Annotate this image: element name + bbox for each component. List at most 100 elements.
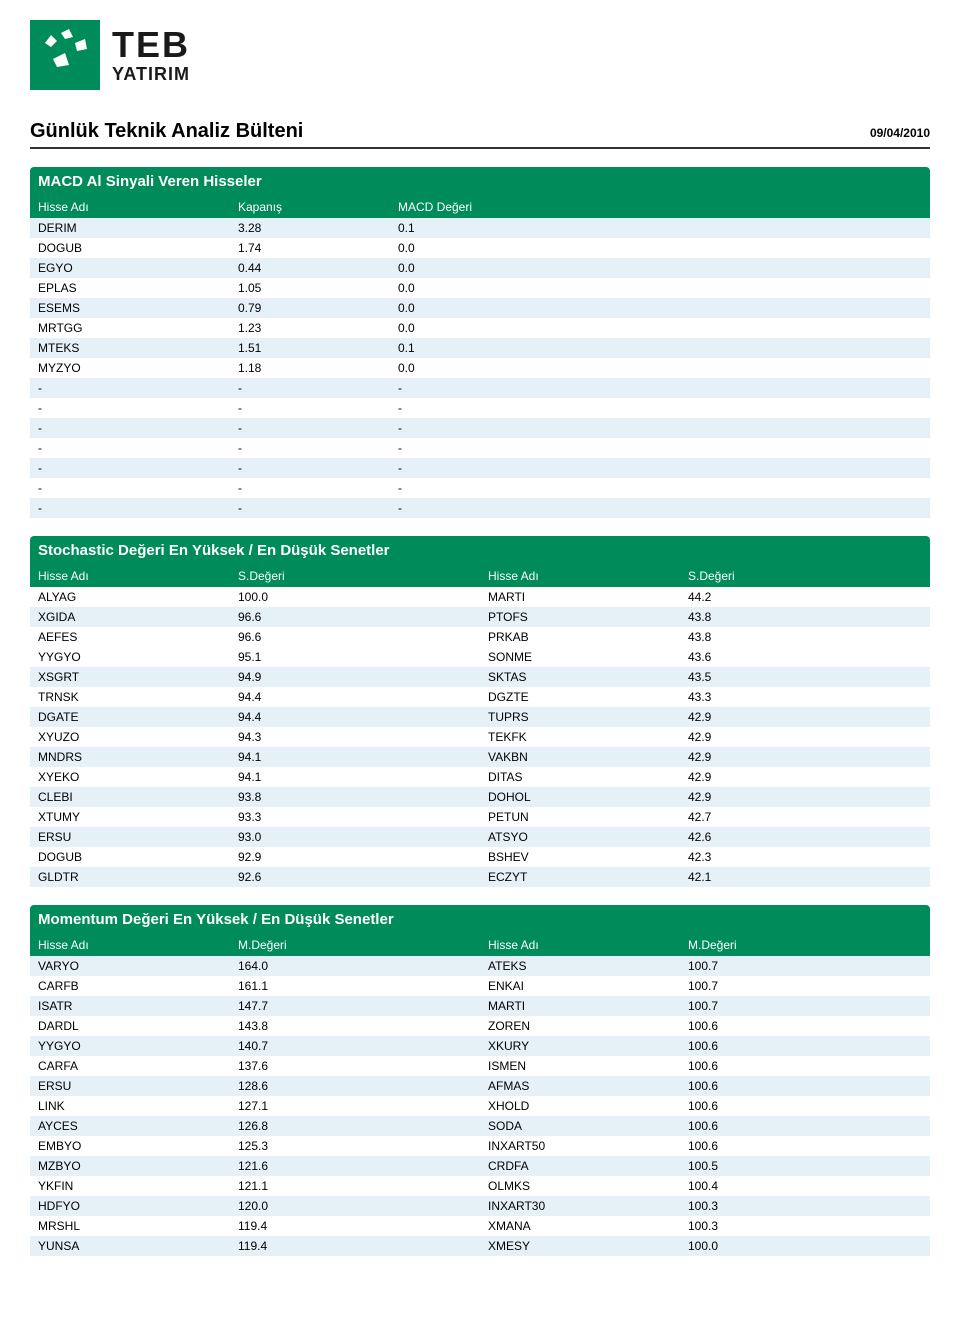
- cell: 120.0: [238, 1199, 488, 1213]
- cell: 0.0: [398, 321, 922, 335]
- cell: 100.6: [688, 1039, 922, 1053]
- title-row: Günlük Teknik Analiz Bülteni 09/04/2010: [30, 120, 930, 149]
- cell: MRSHL: [38, 1219, 238, 1233]
- col-label: Hisse Adı: [38, 938, 238, 952]
- page-date: 09/04/2010: [870, 126, 930, 140]
- cell: YUNSA: [38, 1239, 238, 1253]
- cell: 100.6: [688, 1099, 922, 1113]
- cell: 100.7: [688, 999, 922, 1013]
- col-label: Hisse Adı: [488, 938, 688, 952]
- cell: DOGUB: [38, 850, 238, 864]
- cell: 143.8: [238, 1019, 488, 1033]
- cell: MTEKS: [38, 341, 238, 355]
- cell: 100.7: [688, 959, 922, 973]
- cell: PETUN: [488, 810, 688, 824]
- cell: 0.0: [398, 261, 922, 275]
- cell: -: [38, 441, 238, 455]
- cell: 100.3: [688, 1219, 922, 1233]
- table-row: MTEKS1.510.1: [30, 338, 930, 358]
- cell: 100.0: [688, 1239, 922, 1253]
- cell: HDFYO: [38, 1199, 238, 1213]
- table-row: EMBYO125.3INXART50100.6: [30, 1136, 930, 1156]
- cell: CARFB: [38, 979, 238, 993]
- cell: XSGRT: [38, 670, 238, 684]
- table-row: YYGYO140.7XKURY100.6: [30, 1036, 930, 1056]
- cell: PRKAB: [488, 630, 688, 644]
- cell: XMESY: [488, 1239, 688, 1253]
- cell: MZBYO: [38, 1159, 238, 1173]
- cell: -: [238, 381, 398, 395]
- col-label: S.Değeri: [238, 569, 488, 583]
- cell: 125.3: [238, 1139, 488, 1153]
- cell: 119.4: [238, 1239, 488, 1253]
- cell: -: [398, 501, 922, 515]
- table-row: HDFYO120.0INXART30100.3: [30, 1196, 930, 1216]
- table-row: YYGYO95.1SONME43.6: [30, 647, 930, 667]
- cell: 42.9: [688, 730, 922, 744]
- cell: INXART50: [488, 1139, 688, 1153]
- cell: XYEKO: [38, 770, 238, 784]
- cell: ISMEN: [488, 1059, 688, 1073]
- cell: -: [238, 461, 398, 475]
- cell: EPLAS: [38, 281, 238, 295]
- cell: -: [38, 461, 238, 475]
- cell: 42.9: [688, 770, 922, 784]
- cell: 126.8: [238, 1119, 488, 1133]
- cell: 1.51: [238, 341, 398, 355]
- cell: 0.0: [398, 241, 922, 255]
- cell: TUPRS: [488, 710, 688, 724]
- cell: 100.7: [688, 979, 922, 993]
- table-row: MRSHL119.4XMANA100.3: [30, 1216, 930, 1236]
- table-row: EPLAS1.050.0: [30, 278, 930, 298]
- table-row: MZBYO121.6CRDFA100.5: [30, 1156, 930, 1176]
- table-row: XYUZO94.3TEKFK42.9: [30, 727, 930, 747]
- cell: PTOFS: [488, 610, 688, 624]
- table-row: ---: [30, 398, 930, 418]
- table-row: MYZYO1.180.0: [30, 358, 930, 378]
- cell: INXART30: [488, 1199, 688, 1213]
- table-row: EGYO0.440.0: [30, 258, 930, 278]
- cell: -: [398, 421, 922, 435]
- cell: -: [38, 501, 238, 515]
- cell: 0.1: [398, 341, 922, 355]
- cell: -: [38, 401, 238, 415]
- table-row: ---: [30, 498, 930, 518]
- cell: 128.6: [238, 1079, 488, 1093]
- table-row: ERSU93.0ATSYO42.6: [30, 827, 930, 847]
- cell: 42.7: [688, 810, 922, 824]
- cell: YYGYO: [38, 1039, 238, 1053]
- table-row: YUNSA119.4XMESY100.0: [30, 1236, 930, 1256]
- col-label: Hisse Adı: [488, 569, 688, 583]
- table-row: LINK127.1XHOLD100.6: [30, 1096, 930, 1116]
- cell: 42.9: [688, 710, 922, 724]
- col-label: Hisse Adı: [38, 569, 238, 583]
- cell: 96.6: [238, 630, 488, 644]
- cell: -: [38, 421, 238, 435]
- cell: 1.05: [238, 281, 398, 295]
- table-row: GLDTR92.6ECZYT42.1: [30, 867, 930, 887]
- cell: ERSU: [38, 830, 238, 844]
- cell: 42.3: [688, 850, 922, 864]
- table-row: MRTGG1.230.0: [30, 318, 930, 338]
- cell: 100.6: [688, 1079, 922, 1093]
- cell: 43.5: [688, 670, 922, 684]
- cell: -: [398, 441, 922, 455]
- cell: 94.4: [238, 710, 488, 724]
- cell: -: [38, 381, 238, 395]
- cell: 119.4: [238, 1219, 488, 1233]
- cell: OLMKS: [488, 1179, 688, 1193]
- cell: DGZTE: [488, 690, 688, 704]
- table-row: ---: [30, 478, 930, 498]
- macd-body: DERIM3.280.1DOGUB1.740.0EGYO0.440.0EPLAS…: [30, 218, 930, 518]
- stochastic-body: ALYAG100.0MARTI44.2XGIDA96.6PTOFS43.8AEF…: [30, 587, 930, 887]
- cell: 92.6: [238, 870, 488, 884]
- cell: 140.7: [238, 1039, 488, 1053]
- cell: SONME: [488, 650, 688, 664]
- cell: -: [398, 381, 922, 395]
- cell: 0.79: [238, 301, 398, 315]
- cell: ECZYT: [488, 870, 688, 884]
- cell: VAKBN: [488, 750, 688, 764]
- cell: DGATE: [38, 710, 238, 724]
- cell: DITAS: [488, 770, 688, 784]
- table-row: ---: [30, 378, 930, 398]
